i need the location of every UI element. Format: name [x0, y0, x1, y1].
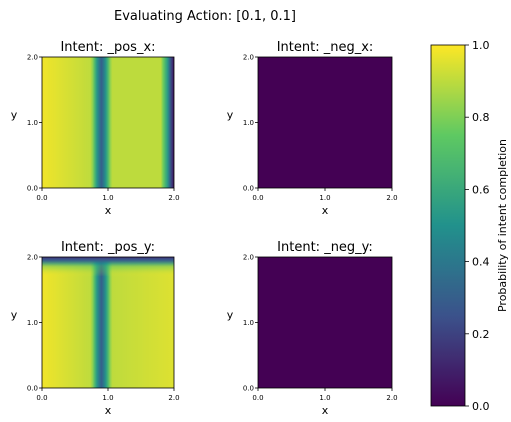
x-tick-label: 0.0 — [252, 194, 263, 202]
heatmap-field — [42, 57, 174, 188]
heatmap-panel-4: 0.0 1.0 2.0 0.0 1.0 2.0 Intent: _neg_y:x y — [227, 240, 398, 417]
y-axis-label: y — [227, 109, 234, 122]
y-tick-label: 0.0 — [27, 185, 38, 193]
y-tick-label: 2.0 — [27, 54, 38, 62]
colorbar-tick-label: 0.4 — [472, 256, 490, 269]
x-tick-label: 0.0 — [36, 394, 47, 402]
colorbar-tick-label: 1.0 — [472, 39, 490, 52]
y-tick-label: 2.0 — [243, 54, 254, 62]
panel-title: Intent: _neg_x: — [277, 40, 374, 55]
x-tick-label: 1.0 — [102, 194, 113, 202]
y-tick-label: 1.0 — [243, 319, 254, 327]
x-tick-label: 0.0 — [252, 394, 263, 402]
colorbar-tick-label: 0.8 — [472, 111, 490, 124]
y-axis-label: y — [227, 309, 234, 322]
x-axis-label: x — [105, 204, 112, 217]
colorbar-fill — [431, 45, 465, 406]
y-tick-label: 2.0 — [243, 254, 254, 262]
x-axis-label: x — [322, 404, 329, 417]
x-tick-label: 2.0 — [168, 194, 179, 202]
y-tick-label: 1.0 — [243, 119, 254, 127]
colorbar-tick-label: 0.6 — [472, 183, 490, 196]
heatmap-panel-3: 0.0 1.0 2.0 0.0 1.0 2.0 Intent: _pos_y:x y — [11, 240, 180, 417]
heatmap-panel-1: 0.0 1.0 2.0 0.0 1.0 2.0 Intent: _pos_x:x y — [11, 40, 180, 217]
x-tick-label: 0.0 — [36, 194, 47, 202]
x-axis-label: x — [105, 404, 112, 417]
x-tick-label: 1.0 — [319, 394, 330, 402]
panel-title: Intent: _pos_x: — [60, 40, 155, 55]
panel-title: Intent: _neg_y: — [277, 240, 373, 255]
x-tick-label: 2.0 — [386, 194, 397, 202]
colorbar-frame — [430, 44, 466, 407]
x-tick-label: 1.0 — [319, 194, 330, 202]
heatmap-field — [258, 57, 392, 188]
x-tick-label: 2.0 — [168, 394, 179, 402]
colorbar: 0.0 0.2 0.4 0.6 0.8 1.0 Probability of intent … — [430, 39, 509, 413]
y-tick-label: 2.0 — [27, 254, 38, 262]
heatmap-field — [258, 257, 392, 388]
colorbar-tick-label: 0.0 — [472, 400, 490, 413]
heatmap-panels: 0.0 1.0 2.0 0.0 1.0 2.0 Intent: _pos_x:x y 0.0 1.… — [11, 40, 398, 417]
x-tick-label: 1.0 — [102, 394, 113, 402]
colorbar-tick-label: 0.2 — [472, 328, 490, 341]
x-tick-label: 2.0 — [386, 394, 397, 402]
y-tick-label: 1.0 — [27, 319, 38, 327]
y-tick-label: 1.0 — [27, 119, 38, 127]
heatmap-top-strip — [42, 257, 174, 277]
heatmap-field — [42, 257, 174, 388]
y-tick-label: 0.0 — [27, 385, 38, 393]
y-tick-label: 0.0 — [243, 385, 254, 393]
y-axis-label: y — [11, 109, 18, 122]
y-axis-label: y — [11, 309, 18, 322]
heatmap-panel-2: 0.0 1.0 2.0 0.0 1.0 2.0 Intent: _neg_x:x y — [227, 40, 398, 217]
panel-title: Intent: _pos_y: — [61, 240, 155, 255]
colorbar-label: Probability of intent completion — [496, 139, 509, 312]
y-tick-label: 0.0 — [243, 185, 254, 193]
figure-suptitle: Evaluating Action: [0.1, 0.1] — [114, 9, 296, 24]
x-axis-label: x — [322, 204, 329, 217]
